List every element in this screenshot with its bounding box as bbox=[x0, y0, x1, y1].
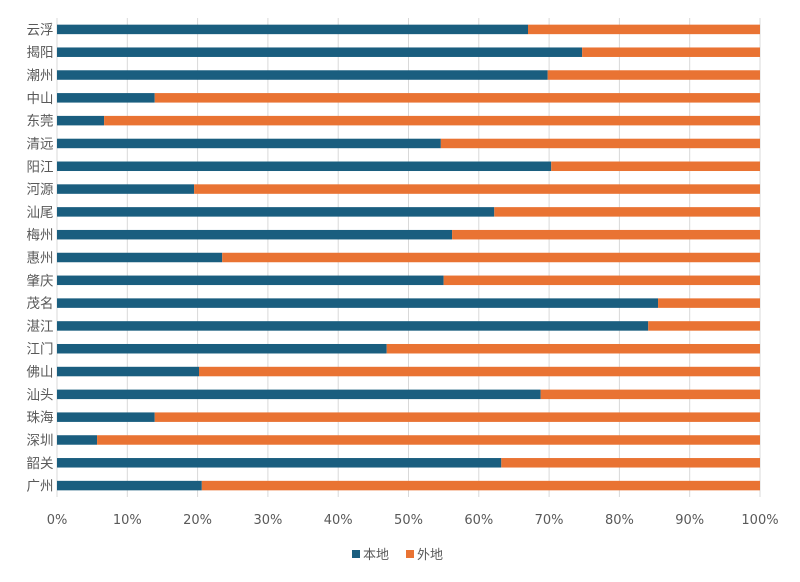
category-label: 汕头 bbox=[27, 387, 54, 403]
bar-local bbox=[57, 229, 453, 240]
bar-local bbox=[57, 47, 583, 57]
bar-nonlocal bbox=[547, 70, 760, 80]
category-label: 江门 bbox=[27, 342, 54, 358]
bar-nonlocal bbox=[154, 412, 761, 422]
bar-local bbox=[57, 115, 105, 126]
bar-local bbox=[57, 161, 552, 172]
category-label: 梅州 bbox=[27, 228, 54, 244]
bar-nonlocal bbox=[528, 24, 760, 35]
bar-local bbox=[57, 366, 200, 377]
bar-nonlocal bbox=[97, 435, 761, 445]
category-label: 汕尾 bbox=[27, 205, 54, 221]
bar-nonlocal bbox=[154, 93, 761, 103]
category-label: 珠海 bbox=[27, 410, 54, 426]
bar-local bbox=[57, 298, 659, 308]
category-label: 阳江 bbox=[27, 159, 54, 175]
x-tick-label: 100% bbox=[741, 513, 778, 528]
x-tick-label: 0% bbox=[47, 513, 68, 528]
bar-local bbox=[57, 93, 155, 103]
bar-local bbox=[57, 184, 195, 194]
category-label: 佛山 bbox=[27, 365, 54, 381]
bar-local bbox=[57, 70, 548, 80]
bar-local bbox=[57, 24, 529, 35]
bar-local bbox=[57, 343, 387, 354]
x-tick-label: 50% bbox=[394, 513, 423, 528]
category-label: 茂名 bbox=[27, 295, 54, 312]
category-label: 深圳 bbox=[27, 433, 54, 449]
bar-local bbox=[57, 458, 502, 468]
x-tick-label: 10% bbox=[113, 513, 142, 528]
category-label: 韶关 bbox=[27, 456, 54, 472]
category-label: 河源 bbox=[27, 182, 54, 198]
x-tick-label: 40% bbox=[324, 513, 353, 528]
bar-local bbox=[57, 252, 223, 263]
bar-nonlocal bbox=[551, 161, 760, 172]
x-tick-label: 80% bbox=[605, 513, 634, 528]
bar-local bbox=[57, 275, 444, 286]
bar-nonlocal bbox=[648, 321, 760, 331]
bars bbox=[57, 24, 761, 491]
category-label: 惠州 bbox=[27, 251, 54, 267]
category-labels: 云浮揭阳潮州中山东莞清远阳江河源汕尾梅州惠州肇庆茂名湛江江门佛山汕头珠海深圳韶关… bbox=[27, 22, 54, 494]
category-label: 潮州 bbox=[27, 68, 54, 84]
x-tick-label: 90% bbox=[675, 513, 704, 528]
category-label: 东莞 bbox=[27, 114, 54, 130]
bar-local bbox=[57, 207, 495, 217]
bar-nonlocal bbox=[501, 458, 760, 468]
category-label: 云浮 bbox=[27, 22, 54, 38]
category-label: 清远 bbox=[27, 136, 54, 152]
bar-nonlocal bbox=[440, 138, 760, 149]
bar-nonlocal bbox=[201, 480, 760, 491]
x-tick-label: 20% bbox=[183, 513, 212, 528]
x-tick-label: 60% bbox=[464, 513, 493, 528]
legend-label: 本地 bbox=[363, 548, 389, 563]
bar-nonlocal bbox=[452, 229, 760, 240]
bar-local bbox=[57, 480, 202, 491]
x-tick-label: 30% bbox=[253, 513, 282, 528]
bar-nonlocal bbox=[199, 366, 761, 377]
bar-nonlocal bbox=[582, 47, 760, 57]
legend-swatch bbox=[406, 550, 414, 558]
category-label: 湛江 bbox=[27, 319, 54, 335]
bar-nonlocal bbox=[222, 252, 760, 263]
x-tick-labels: 0% 10% 20% 30% 40% 50% 60% 70% 80% 90% 100% bbox=[47, 513, 779, 528]
bar-nonlocal bbox=[658, 298, 760, 308]
bar-nonlocal bbox=[494, 207, 760, 217]
category-label: 肇庆 bbox=[27, 273, 54, 289]
bar-local bbox=[57, 435, 98, 445]
bar-nonlocal bbox=[194, 184, 760, 194]
legend-swatch bbox=[352, 550, 360, 558]
bar-local bbox=[57, 389, 541, 400]
x-tick-label: 70% bbox=[535, 513, 564, 528]
bar-nonlocal bbox=[540, 389, 760, 400]
bar-local bbox=[57, 138, 441, 149]
bar-nonlocal bbox=[104, 115, 760, 126]
legend: 本地 外地 bbox=[352, 548, 443, 563]
bar-nonlocal bbox=[443, 275, 760, 286]
bar-nonlocal bbox=[386, 343, 760, 354]
bar-local bbox=[57, 321, 649, 331]
category-label: 广州 bbox=[27, 479, 54, 495]
category-label: 揭阳 bbox=[27, 45, 54, 61]
category-label: 中山 bbox=[27, 91, 54, 107]
bar-local bbox=[57, 412, 155, 422]
legend-label: 外地 bbox=[417, 548, 443, 563]
